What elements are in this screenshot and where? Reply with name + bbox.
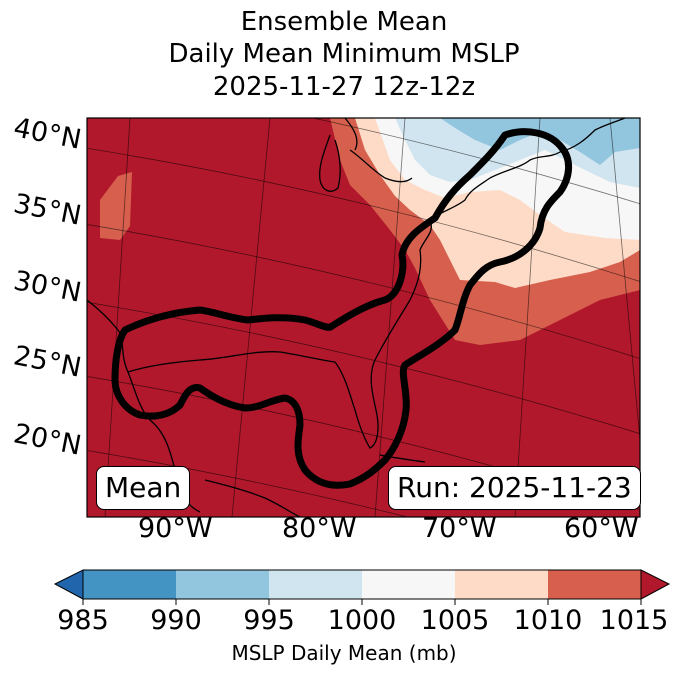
lon-label-80w: 80°W	[282, 513, 357, 544]
colorbar-bin-1000	[362, 570, 455, 599]
graticule	[87, 118, 640, 517]
lon-label-90w: 90°W	[138, 513, 213, 544]
title-line-1: Ensemble Mean	[240, 7, 448, 37]
title-line-3: 2025-11-27 12z-12z	[212, 72, 476, 102]
colorbar-tick-990: 990	[150, 605, 202, 636]
colorbar-tick-985: 985	[57, 605, 109, 636]
colorbar-tick-1000: 1000	[327, 605, 397, 636]
colorbar-bin-990	[176, 570, 269, 599]
colorbar	[53, 569, 671, 605]
probability-contour	[111, 128, 572, 489]
colorbar-tick-1005: 1005	[420, 605, 490, 636]
colorbar-label: MSLP Daily Mean (mb)	[231, 641, 457, 665]
lon-label-70w: 70°W	[422, 513, 497, 544]
mean-label-box: Mean	[96, 466, 191, 510]
colorbar-bin-995	[269, 570, 362, 599]
colorbar-bin-1005	[455, 570, 548, 599]
colorbar-bin-1010	[548, 570, 641, 599]
run-date-box: Run: 2025-11-23	[388, 466, 641, 510]
lon-label-60w: 60°W	[564, 513, 639, 544]
colorbar-tick-1015: 1015	[599, 605, 669, 636]
colorbar-tick-995: 995	[243, 605, 295, 636]
colorbar-tick-1010: 1010	[513, 605, 583, 636]
colorbar-over-arrow	[640, 569, 671, 600]
pressure-fill-990	[440, 118, 640, 165]
colorbar-under-arrow	[53, 569, 84, 600]
colorbar-bin-985	[83, 570, 176, 599]
pressure-fill-1010-west	[100, 172, 132, 240]
title-line-2: Daily Mean Minimum MSLP	[168, 39, 520, 69]
